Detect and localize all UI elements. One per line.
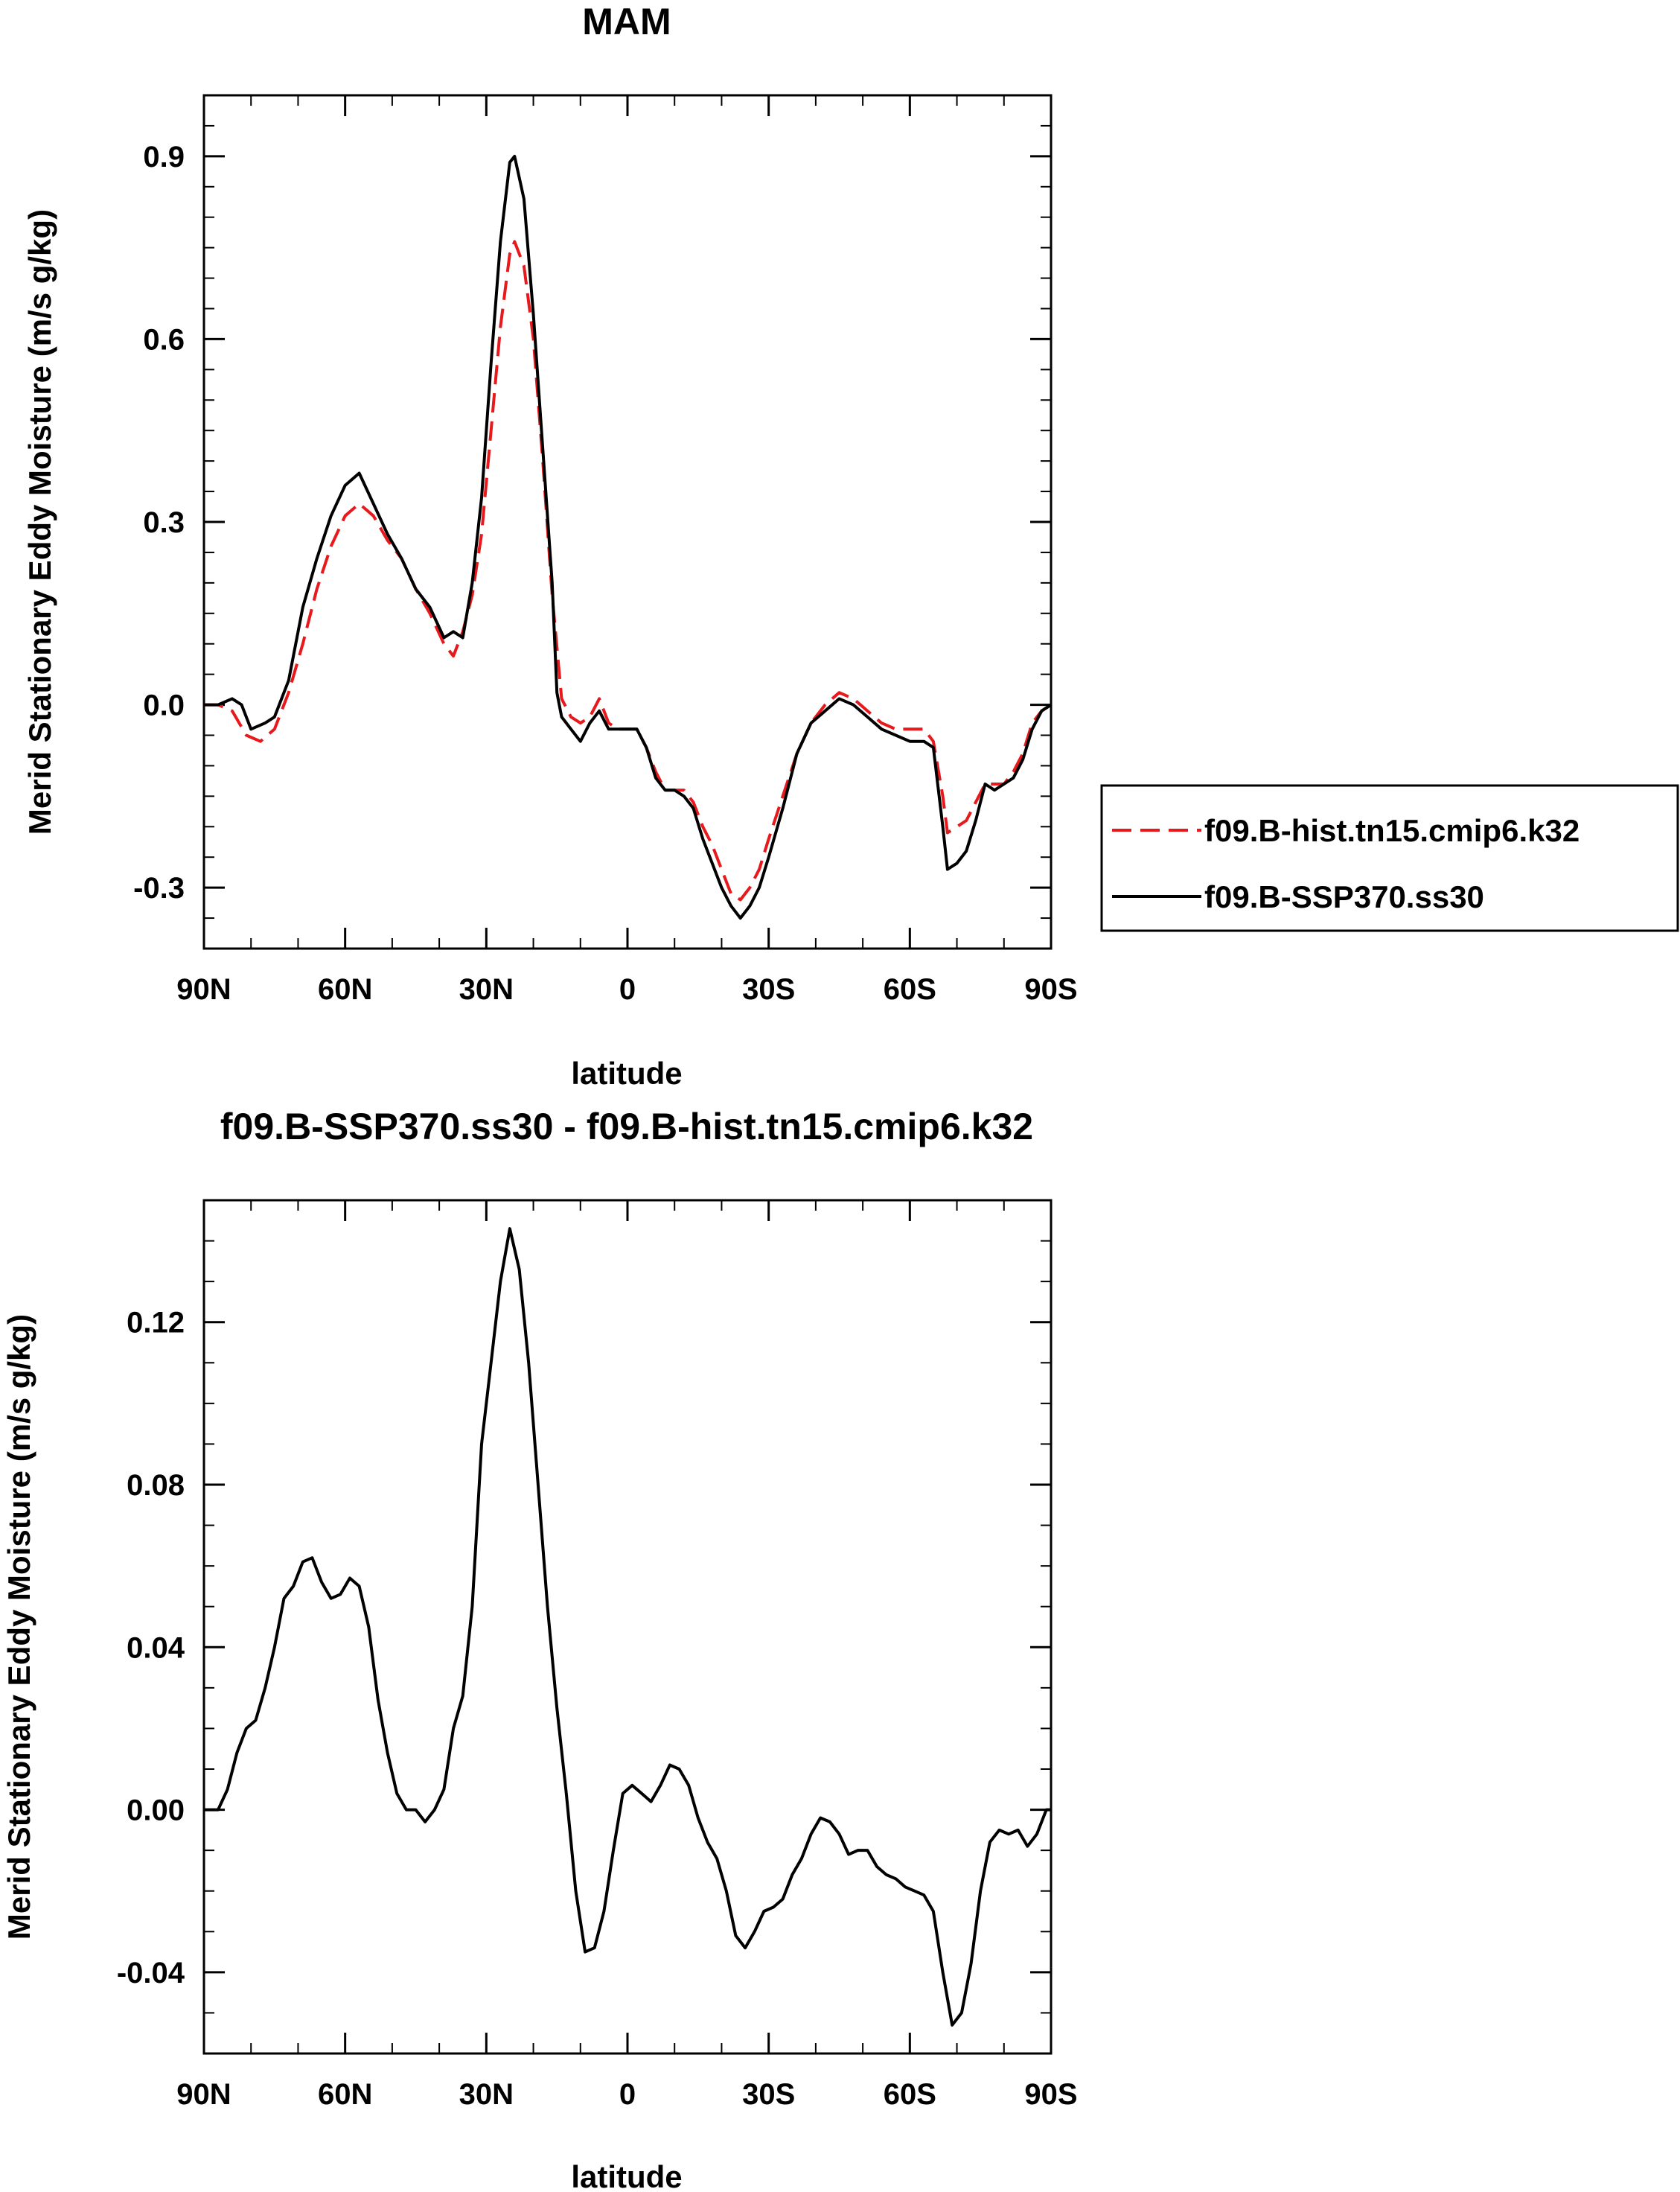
top-chart-legend: f09.B-hist.tn15.cmip6.k32 f09.B-SSP370.s…	[1100, 784, 1679, 932]
bottom-chart-x-axis-label: latitude	[571, 2159, 682, 2192]
x-tick-label: 90N	[176, 2078, 231, 2111]
top-chart-title: MAM	[582, 1, 671, 42]
bottom-chart-y-axis-label: Merid Stationary Eddy Moisture (m/s g/kg…	[1, 1314, 36, 1940]
series-line-f09-b-ssp370-ss30	[204, 154, 1053, 920]
top-chart-plot-frame	[202, 94, 1053, 950]
bottom-chart-y-tick-labels: -0.04 0.00 0.04 0.08 0.12	[117, 1307, 185, 1989]
x-tick-label: 90N	[176, 973, 231, 1006]
bottom-chart-x-ticks	[202, 1200, 1053, 2054]
x-tick-label: 60N	[318, 2078, 372, 2111]
top-chart-x-ticks	[202, 95, 1053, 949]
top-chart-series-lines	[204, 154, 1053, 920]
y-tick-label: 0.08	[127, 1469, 185, 1502]
x-tick-label: 90S	[1024, 2078, 1077, 2111]
x-tick-label: 30N	[459, 973, 514, 1006]
x-tick-label: 60N	[318, 973, 372, 1006]
legend-label-ssp370: f09.B-SSP370.ss30	[1204, 879, 1484, 914]
x-tick-label: 60S	[884, 973, 936, 1006]
x-tick-label: 30N	[459, 2078, 514, 2111]
y-tick-label: -0.3	[133, 872, 185, 905]
bottom-chart-plot-frame	[202, 1199, 1053, 2055]
top-chart-x-axis-label: latitude	[571, 1056, 682, 1091]
x-tick-label: 0	[619, 973, 636, 1006]
top-chart-panel: MAM -0.3 0.0 0.3 0.6 0.9 90N 60N 30N 0 30S 60S 90S…	[22, 1, 1679, 1091]
top-chart-y-axis-label: Merid Stationary Eddy Moisture (m/s g/kg…	[22, 209, 57, 835]
y-tick-label: 0.00	[127, 1794, 185, 1827]
series-line-difference	[204, 1227, 1051, 2027]
y-tick-label: 0.9	[143, 141, 185, 173]
legend-box	[1100, 784, 1679, 932]
y-tick-label: -0.04	[117, 1957, 185, 1989]
top-chart-x-tick-labels: 90N 60N 30N 0 30S 60S 90S	[176, 973, 1077, 1006]
y-tick-label: 0.12	[127, 1307, 185, 1339]
y-tick-label: 0.3	[143, 506, 185, 539]
bottom-chart-y-ticks	[204, 1199, 1051, 2054]
x-tick-label: 60S	[884, 2078, 936, 2111]
y-tick-label: 0.04	[127, 1631, 185, 1664]
y-tick-label: 0.0	[143, 689, 185, 722]
bottom-chart-panel: f09.B-SSP370.ss30 - f09.B-hist.tn15.cmip…	[1, 1106, 1078, 2192]
top-chart-y-ticks	[204, 95, 1051, 949]
series-line-f09-b-hist-tn15-cmip6-k32	[204, 240, 1053, 902]
bottom-chart-series-lines	[204, 1227, 1051, 2027]
x-tick-label: 90S	[1024, 973, 1077, 1006]
top-chart-y-tick-labels: -0.3 0.0 0.3 0.6 0.9	[133, 141, 185, 905]
legend-label-hist: f09.B-hist.tn15.cmip6.k32	[1204, 813, 1580, 848]
x-tick-label: 30S	[742, 973, 795, 1006]
x-tick-label: 0	[619, 2078, 636, 2111]
bottom-chart-x-tick-labels: 90N 60N 30N 0 30S 60S 90S	[176, 2078, 1077, 2111]
bottom-chart-title: f09.B-SSP370.ss30 - f09.B-hist.tn15.cmip…	[220, 1106, 1033, 1147]
x-tick-label: 30S	[742, 2078, 795, 2111]
y-tick-label: 0.6	[143, 323, 185, 356]
